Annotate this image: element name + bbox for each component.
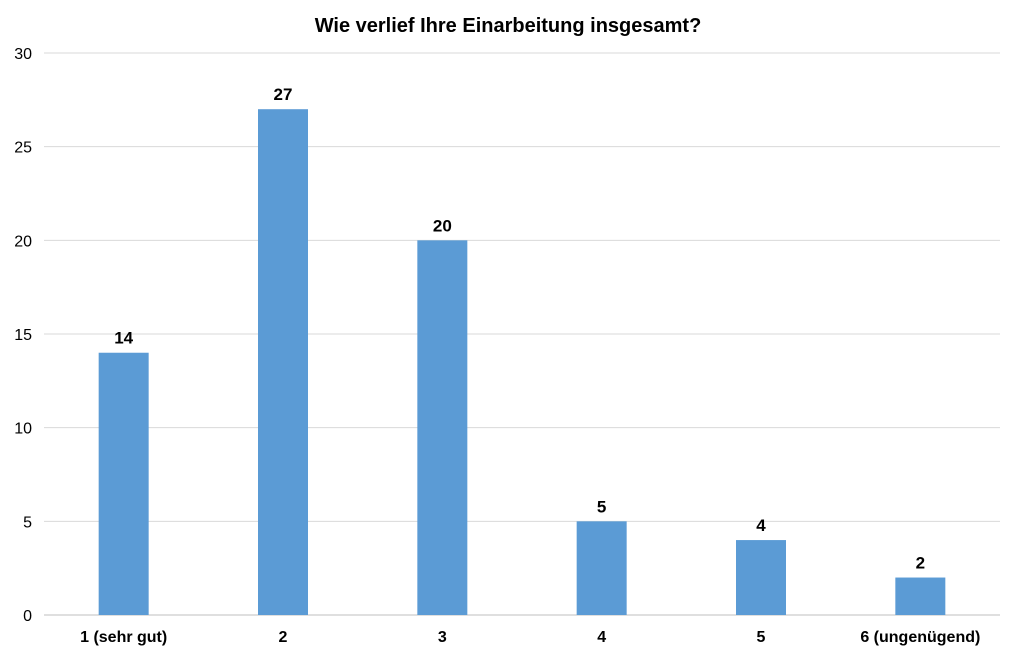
y-axis-ticks: 0 5 10 15 20 25 30 xyxy=(14,46,32,625)
x-axis-ticks: 1 (sehr gut) 2 3 4 5 6 (ungenügend) xyxy=(80,629,980,646)
bar xyxy=(98,352,149,615)
x-tick-label: 5 xyxy=(757,629,766,646)
bar xyxy=(895,577,946,615)
x-tick-label: 2 xyxy=(279,629,288,646)
x-tick-label: 3 xyxy=(438,629,447,646)
x-tick-label: 4 xyxy=(597,629,606,646)
bar-value-label: 4 xyxy=(756,516,766,535)
y-tick-label: 15 xyxy=(14,327,32,344)
bar xyxy=(576,521,627,615)
x-tick-label: 6 (ungenügend) xyxy=(860,629,980,646)
bars xyxy=(98,109,946,616)
y-tick-label: 20 xyxy=(14,233,32,250)
gridlines xyxy=(44,52,1000,616)
bar xyxy=(417,240,468,616)
bar-value-label: 14 xyxy=(114,329,133,348)
x-tick-label: 1 (sehr gut) xyxy=(80,629,167,646)
bar-value-label: 2 xyxy=(916,554,925,573)
y-tick-label: 30 xyxy=(14,46,32,63)
data-labels: 14 27 20 5 4 2 xyxy=(114,85,925,572)
bar xyxy=(258,109,308,615)
y-tick-label: 0 xyxy=(23,608,32,625)
chart-title: Wie verlief Ihre Einarbeitung insgesamt? xyxy=(315,15,702,37)
bar xyxy=(736,540,786,615)
bar-value-label: 5 xyxy=(597,497,606,516)
bar-value-label: 27 xyxy=(274,85,293,104)
bar-value-label: 20 xyxy=(433,216,452,235)
y-tick-label: 25 xyxy=(14,140,32,157)
y-tick-label: 5 xyxy=(23,514,32,531)
y-tick-label: 10 xyxy=(14,421,32,438)
